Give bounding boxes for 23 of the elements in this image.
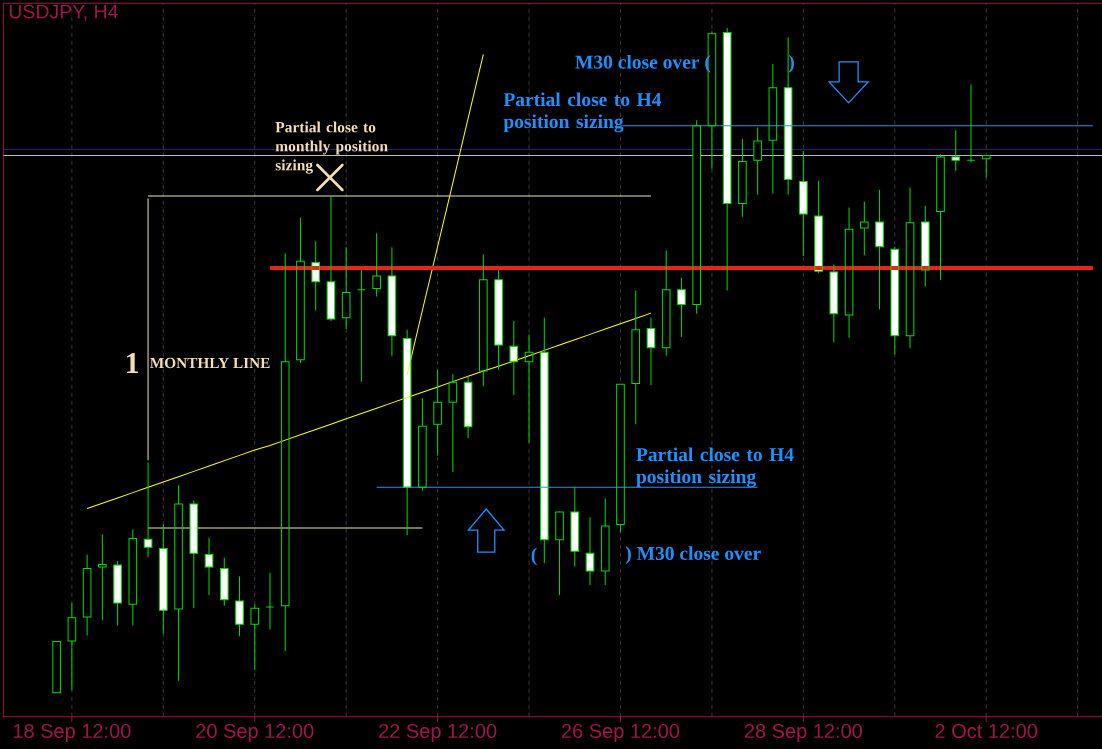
annotation: Partial close to H4 position sizing	[636, 447, 794, 488]
x-tick-label: 26 Sep 12:00	[561, 723, 680, 743]
x-tick-label: 18 Sep 12:00	[13, 723, 131, 743]
annotation: MONTHLY LINE	[150, 357, 270, 369]
annotation: ) M30 close over	[625, 546, 761, 564]
candlestick	[265, 572, 275, 631]
candlestick	[738, 138, 747, 218]
x-tick-label: 20 Sep 12:00	[196, 723, 314, 743]
annotation: 1	[127, 353, 139, 373]
annotation: Partial close to H4 position sizing	[503, 92, 662, 133]
annotation: M30 close over (	[575, 54, 711, 73]
annotation: (	[531, 547, 537, 566]
chart-title: USDJPY, H4	[9, 4, 118, 21]
annotation: )	[788, 54, 794, 73]
x-tick-label: 22 Sep 12:00	[379, 723, 497, 743]
candlestick	[966, 83, 976, 163]
candlestick	[357, 269, 366, 383]
candlestick	[616, 383, 625, 534]
candlestick	[52, 641, 61, 694]
x-tick-label: 2 Oct 12:00	[935, 723, 1038, 739]
candlestick	[418, 397, 427, 492]
annotation: Partial close to monthly position sizing	[275, 121, 388, 174]
x-tick-label: 28 Sep 12:00	[744, 723, 863, 743]
